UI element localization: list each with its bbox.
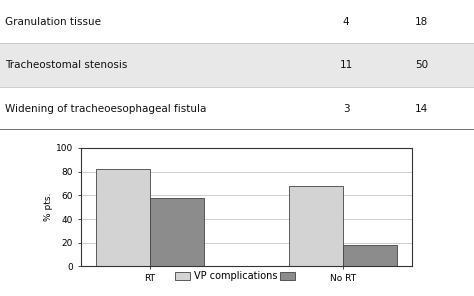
Text: 4: 4 [343,17,349,27]
Bar [96,169,150,266]
Y-axis label: % pts.: % pts. [44,193,53,221]
Text: 14: 14 [415,104,428,114]
Bar [0,87,474,130]
Bar [289,186,343,266]
Bar [0,44,474,87]
Text: Tracheostomal stenosis: Tracheostomal stenosis [5,60,127,70]
Bar [0,0,474,44]
Legend: VP complications, : VP complications, [175,271,299,281]
Text: 50: 50 [415,60,428,70]
Text: Widening of tracheoesophageal fistula: Widening of tracheoesophageal fistula [5,104,206,114]
Text: 11: 11 [339,60,353,70]
Text: Granulation tissue: Granulation tissue [5,17,101,27]
Text: 18: 18 [415,17,428,27]
Bar [343,245,397,266]
Bar [150,198,204,266]
Text: 3: 3 [343,104,349,114]
